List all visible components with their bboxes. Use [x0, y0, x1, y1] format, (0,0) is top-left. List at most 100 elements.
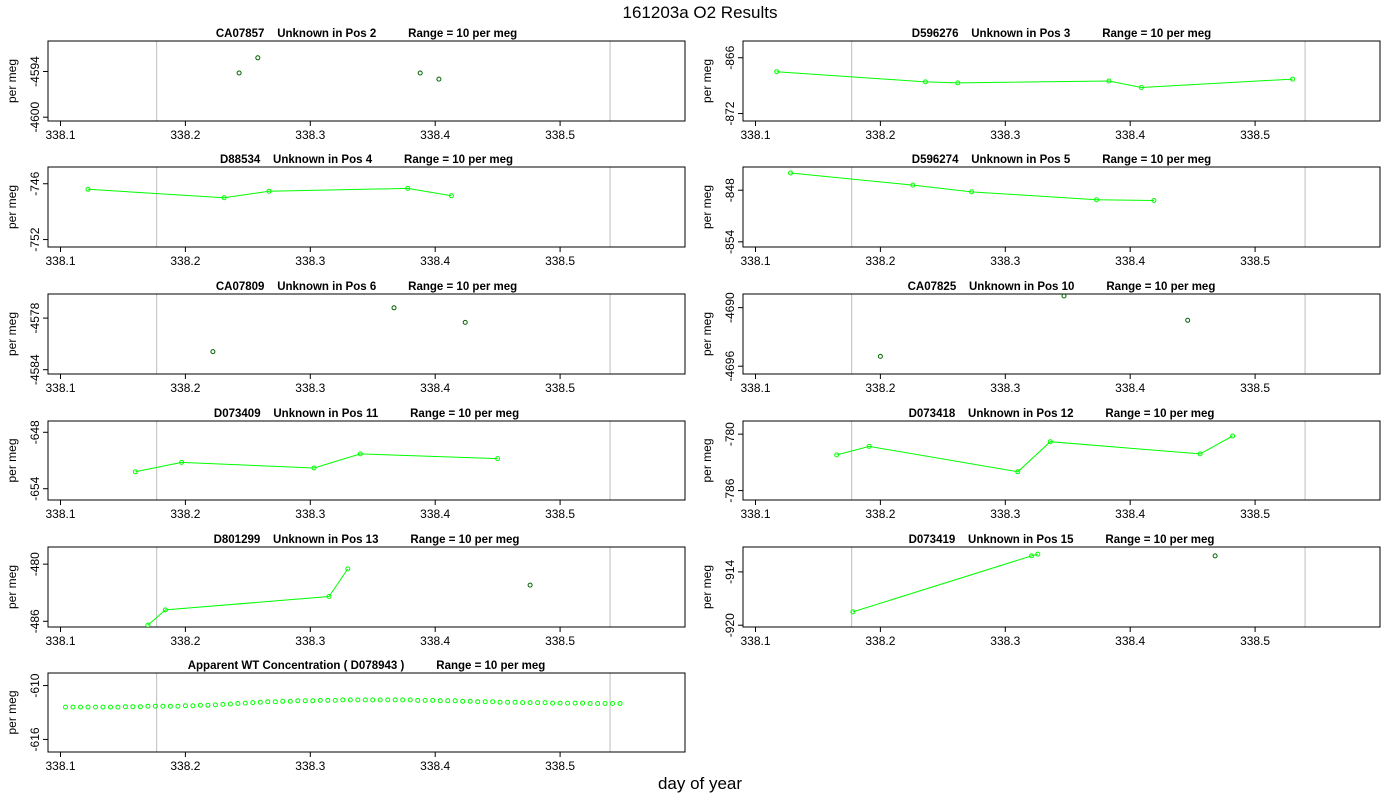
y-tick-label: -4584 [28, 354, 42, 385]
data-point [527, 582, 533, 588]
data-point [1106, 78, 1112, 84]
data-point [497, 699, 503, 705]
data-point [580, 700, 586, 706]
panel-title: D596276 Unknown in Pos 3 Range = 10 per … [912, 28, 1211, 40]
data-point [602, 701, 608, 706]
data-point [617, 701, 623, 706]
data-point [1035, 551, 1041, 557]
x-tick-label: 338.4 [420, 381, 450, 395]
y-tick-label: -4690 [723, 292, 737, 323]
data-layer [236, 55, 442, 82]
data-point [255, 55, 261, 61]
data-point [1138, 85, 1144, 90]
panel-2: D596276 Unknown in Pos 3 Range = 10 per … [700, 28, 1381, 142]
panel-title: Apparent WT Concentration ( D078943 ) Ra… [188, 660, 546, 672]
data-point [1061, 294, 1067, 299]
y-axis-label: per meg [5, 312, 19, 356]
data-point [495, 456, 501, 462]
x-tick-label: 338.4 [1115, 634, 1145, 648]
data-layer [132, 451, 501, 475]
data-point [877, 353, 883, 359]
data-point [595, 701, 601, 706]
x-tick-label: 338.2 [170, 254, 200, 268]
series-line [836, 435, 1233, 473]
x-tick-label: 338.3 [295, 634, 325, 648]
x-tick-label: 338.1 [45, 759, 75, 773]
y-tick-label: -752 [28, 227, 42, 251]
data-point [310, 698, 316, 704]
x-tick-label: 338.1 [45, 381, 75, 395]
x-tick-label: 338.4 [1115, 381, 1145, 395]
x-tick-label: 338.1 [45, 128, 75, 142]
data-point [460, 698, 466, 704]
data-point [130, 704, 136, 710]
series-line [852, 553, 1038, 613]
data-layer [210, 305, 468, 355]
y-tick-label: -920 [723, 613, 737, 637]
data-point [265, 699, 271, 705]
data-point [370, 697, 376, 703]
x-tick-label: 338.2 [170, 128, 200, 142]
data-point [355, 697, 361, 703]
plot-frame [742, 420, 1381, 501]
x-tick-label: 338.5 [545, 634, 575, 648]
x-tick-label: 338.5 [1240, 254, 1270, 268]
y-axis-label: per meg [5, 185, 19, 229]
x-tick-label: 338.5 [1240, 507, 1270, 521]
data-point [415, 697, 421, 703]
panel-5: CA07809 Unknown in Pos 6 Range = 10 per … [5, 281, 686, 395]
y-tick-label: -486 [28, 609, 42, 633]
data-point [108, 704, 113, 710]
y-axis-label: per meg [700, 312, 714, 356]
y-tick-label: -4578 [28, 302, 42, 333]
data-point [1212, 553, 1218, 559]
plot-frame [47, 672, 686, 753]
series-line [135, 453, 498, 473]
data-point [969, 189, 975, 195]
data-point [1015, 469, 1021, 475]
data-point [137, 704, 143, 710]
series-line [87, 187, 452, 199]
y-tick-label: -914 [723, 560, 737, 584]
plot-frame [742, 293, 1381, 375]
data-layer [877, 294, 1191, 359]
data-point [445, 698, 451, 704]
panel-title: D073418 Unknown in Pos 12 Range = 10 per… [909, 408, 1215, 420]
y-tick-label: -4594 [28, 56, 42, 87]
data-point [182, 703, 188, 709]
y-tick-label: -872 [723, 101, 737, 125]
data-point [475, 699, 481, 705]
data-point [162, 607, 168, 613]
data-point [392, 697, 398, 703]
data-point [452, 698, 458, 704]
x-tick-label: 338.1 [45, 507, 75, 521]
x-tick-label: 338.3 [990, 254, 1020, 268]
data-point [1047, 439, 1053, 445]
y-tick-label: -746 [28, 171, 42, 195]
data-point [212, 702, 218, 708]
data-point [557, 700, 563, 706]
data-point [520, 700, 526, 706]
data-point [535, 700, 541, 706]
panel-title: D801299 Unknown in Pos 13 Range = 10 per… [214, 534, 520, 546]
data-point [160, 703, 166, 709]
data-point [407, 697, 413, 703]
data-point [955, 80, 961, 86]
data-point [1094, 197, 1099, 203]
data-point [1290, 76, 1296, 82]
data-point [167, 703, 173, 709]
data-point [542, 700, 548, 706]
data-point [610, 701, 616, 706]
data-point [436, 76, 442, 82]
y-axis-label: per meg [5, 438, 19, 482]
data-point [437, 698, 443, 704]
panel-4: D596274 Unknown in Pos 5 Range = 10 per … [700, 154, 1381, 268]
data-layer [63, 697, 623, 710]
data-point [1230, 433, 1236, 439]
data-point [179, 459, 185, 465]
data-point [430, 697, 436, 703]
data-point [70, 704, 76, 710]
data-point [266, 188, 272, 194]
plot-frame [742, 546, 1381, 628]
panel-title: CA07809 Unknown in Pos 6 Range = 10 per … [216, 281, 517, 293]
